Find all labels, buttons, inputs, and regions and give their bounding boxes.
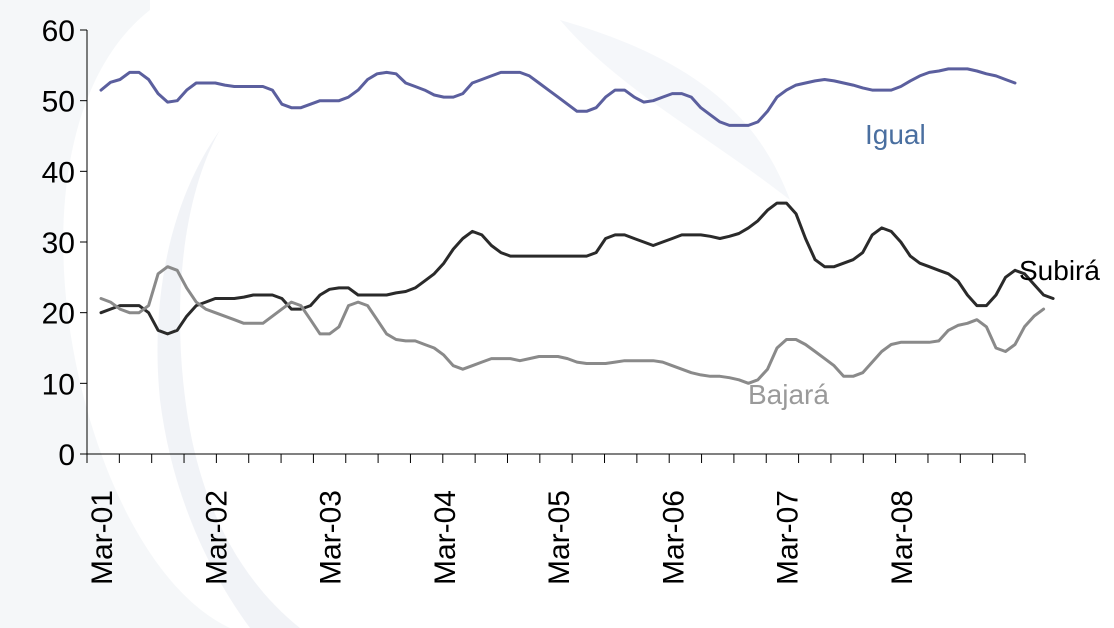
series-labels: Igual Subirá Bajará <box>748 119 1100 410</box>
x-tick-label: Mar-04 <box>429 490 462 585</box>
y-tick-label: 50 <box>42 86 75 119</box>
y-tick-label: 20 <box>42 298 75 331</box>
y-axis-ticks: 0 10 20 30 40 50 60 <box>42 15 87 472</box>
x-tick-label: Mar-01 <box>86 490 119 585</box>
axes <box>86 30 1025 455</box>
y-tick-label: 0 <box>58 439 75 472</box>
series-label-1: Subirá <box>1019 255 1100 286</box>
y-tick-label: 30 <box>42 227 75 260</box>
series-line-2 <box>99 265 1046 385</box>
x-tick-label: Mar-06 <box>657 490 690 585</box>
x-tick-label: Mar-02 <box>200 490 233 585</box>
x-tick-label: Mar-08 <box>886 490 919 585</box>
series-line-0 <box>99 67 1017 127</box>
series-label-0: Igual <box>865 119 926 150</box>
series-label-2: Bajará <box>748 379 829 410</box>
series-line-1 <box>99 201 1055 336</box>
background-watermark <box>0 0 300 628</box>
y-tick-label: 10 <box>42 368 75 401</box>
y-tick-label: 60 <box>42 15 75 48</box>
x-tick-label: Mar-07 <box>772 490 805 585</box>
x-axis-ticks: Mar-01 Mar-02 Mar-03 Mar-04 Mar-05 Mar-06 Mar-… <box>86 454 1026 585</box>
x-tick-label: Mar-05 <box>543 490 576 585</box>
x-tick-label: Mar-03 <box>315 490 348 585</box>
series-lines <box>99 67 1055 385</box>
y-tick-label: 40 <box>42 156 75 189</box>
